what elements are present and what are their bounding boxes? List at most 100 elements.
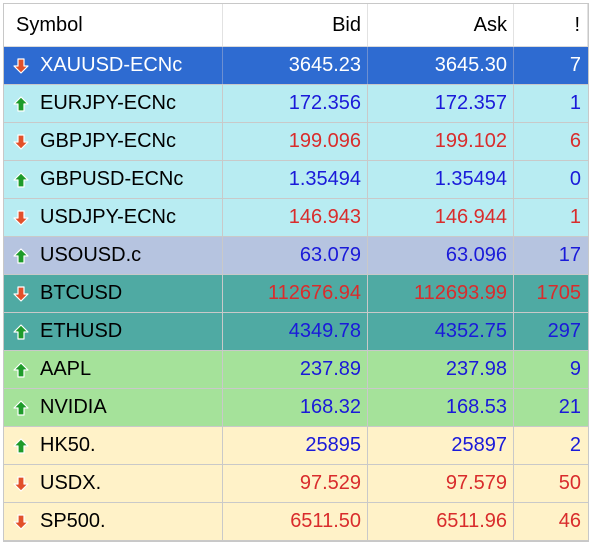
symbol-label: XAUUSD-ECNc: [40, 54, 183, 76]
ask-cell-value: 6511.96: [436, 510, 507, 532]
bid-cell-value: 237.89: [299, 358, 361, 380]
symbol-label: GBPUSD-ECNc: [40, 168, 184, 190]
bid-cell-value: 3645.23: [288, 54, 361, 76]
bid-cell: 199.096: [223, 123, 368, 160]
spread-cell-value: 1: [569, 206, 581, 228]
bid-cell-value: 112676.94: [267, 282, 361, 304]
table-row[interactable]: ETHUSD 4349.78 4352.75 297: [4, 313, 588, 351]
arrow-up-icon: [12, 171, 30, 189]
symbol-cell[interactable]: AAPL: [4, 351, 223, 388]
table-row[interactable]: SP500. 6511.50 6511.96 46: [4, 503, 588, 541]
ask-cell-value: 1.35494: [434, 168, 507, 190]
bid-cell: 172.356: [223, 85, 368, 122]
ask-cell-value: 25897: [451, 434, 507, 456]
table-row[interactable]: EURJPY-ECNc 172.356 172.357 1: [4, 85, 588, 123]
symbol-cell[interactable]: USDX.: [4, 465, 223, 502]
column-header-ask[interactable]: Ask: [368, 4, 514, 46]
table-row[interactable]: USDX. 97.529 97.579 50: [4, 465, 588, 503]
spread-cell: 297: [514, 313, 588, 350]
bid-cell-value: 1.35494: [288, 168, 361, 190]
ask-cell: 3645.30: [368, 47, 514, 84]
ask-cell-value: 63.096: [445, 244, 507, 266]
symbol-label: HK50.: [40, 434, 96, 456]
ask-cell: 63.096: [368, 237, 514, 274]
ask-cell-value: 3645.30: [434, 54, 507, 76]
ask-cell-value: 168.53: [445, 396, 507, 418]
spread-cell-value: 7: [569, 54, 581, 76]
arrow-up-icon: [12, 323, 30, 341]
table-row[interactable]: HK50. 25895 25897 2: [4, 427, 588, 465]
bid-cell-value: 4349.78: [288, 320, 361, 342]
column-header-spread[interactable]: !: [514, 4, 588, 46]
spread-cell-value: 50: [558, 472, 581, 494]
column-header-bid[interactable]: Bid: [223, 4, 368, 46]
symbol-cell[interactable]: EURJPY-ECNc: [4, 85, 223, 122]
arrow-down-icon: [12, 513, 30, 531]
spread-cell: 21: [514, 389, 588, 426]
bid-cell: 3645.23: [223, 47, 368, 84]
arrow-down-icon: [12, 285, 30, 303]
ask-cell: 25897: [368, 427, 514, 464]
bid-cell: 168.32: [223, 389, 368, 426]
bid-cell-value: 6511.50: [290, 510, 361, 532]
bid-cell-value: 168.32: [299, 396, 361, 418]
table-row[interactable]: BTCUSD 112676.94 112693.99 1705: [4, 275, 588, 313]
spread-cell: 1: [514, 199, 588, 236]
symbol-label: GBPJPY-ECNc: [40, 130, 176, 152]
symbol-label: USOUSD.c: [40, 244, 142, 266]
ask-cell: 146.944: [368, 199, 514, 236]
spread-cell-value: 297: [547, 320, 581, 342]
symbol-cell[interactable]: SP500.: [4, 503, 223, 540]
table-row[interactable]: GBPJPY-ECNc 199.096 199.102 6: [4, 123, 588, 161]
symbol-cell[interactable]: BTCUSD: [4, 275, 223, 312]
spread-cell: 9: [514, 351, 588, 388]
symbol-cell[interactable]: XAUUSD-ECNc: [4, 47, 223, 84]
spread-cell-value: 6: [569, 130, 581, 152]
symbol-cell[interactable]: USOUSD.c: [4, 237, 223, 274]
bid-cell-value: 63.079: [299, 244, 361, 266]
symbol-cell[interactable]: GBPJPY-ECNc: [4, 123, 223, 160]
bid-cell: 25895: [223, 427, 368, 464]
ask-cell-value: 172.357: [434, 92, 507, 114]
spread-cell: 50: [514, 465, 588, 502]
ask-cell-value: 4352.75: [434, 320, 507, 342]
ask-cell-value: 146.944: [434, 206, 507, 228]
bid-cell: 237.89: [223, 351, 368, 388]
arrow-down-icon: [12, 57, 30, 75]
ask-cell: 172.357: [368, 85, 514, 122]
symbol-cell[interactable]: USDJPY-ECNc: [4, 199, 223, 236]
bid-cell: 112676.94: [223, 275, 368, 312]
symbol-cell[interactable]: NVIDIA: [4, 389, 223, 426]
table-row[interactable]: XAUUSD-ECNc 3645.23 3645.30 7: [4, 47, 588, 85]
table-row[interactable]: USDJPY-ECNc 146.943 146.944 1: [4, 199, 588, 237]
symbol-cell[interactable]: HK50.: [4, 427, 223, 464]
table-body: XAUUSD-ECNc 3645.23 3645.30 7 EURJPY-ECNc 172…: [4, 47, 588, 541]
spread-cell-value: 9: [569, 358, 581, 380]
column-header-symbol[interactable]: Symbol: [4, 4, 223, 46]
bid-cell: 146.943: [223, 199, 368, 236]
symbol-label: USDX.: [40, 472, 102, 494]
table-row[interactable]: GBPUSD-ECNc 1.35494 1.35494 0: [4, 161, 588, 199]
spread-cell-value: 0: [569, 168, 581, 190]
table-row[interactable]: AAPL 237.89 237.98 9: [4, 351, 588, 389]
ask-cell: 112693.99: [368, 275, 514, 312]
spread-cell: 7: [514, 47, 588, 84]
ask-cell: 4352.75: [368, 313, 514, 350]
bid-cell-value: 199.096: [288, 130, 361, 152]
spread-cell-value: 1705: [536, 282, 582, 304]
bid-cell-value: 146.943: [288, 206, 361, 228]
bid-cell: 1.35494: [223, 161, 368, 198]
bid-cell-value: 97.529: [299, 472, 361, 494]
table-row[interactable]: USOUSD.c 63.079 63.096 17: [4, 237, 588, 275]
spread-cell: 1705: [514, 275, 588, 312]
arrow-up-icon: [12, 399, 30, 417]
ask-cell: 6511.96: [368, 503, 514, 540]
spread-cell-value: 46: [558, 510, 581, 532]
arrow-up-icon: [12, 361, 30, 379]
symbol-cell[interactable]: GBPUSD-ECNc: [4, 161, 223, 198]
symbol-cell[interactable]: ETHUSD: [4, 313, 223, 350]
ask-cell: 199.102: [368, 123, 514, 160]
spread-cell-value: 2: [569, 434, 581, 456]
symbol-label: AAPL: [40, 358, 92, 380]
table-row[interactable]: NVIDIA 168.32 168.53 21: [4, 389, 588, 427]
